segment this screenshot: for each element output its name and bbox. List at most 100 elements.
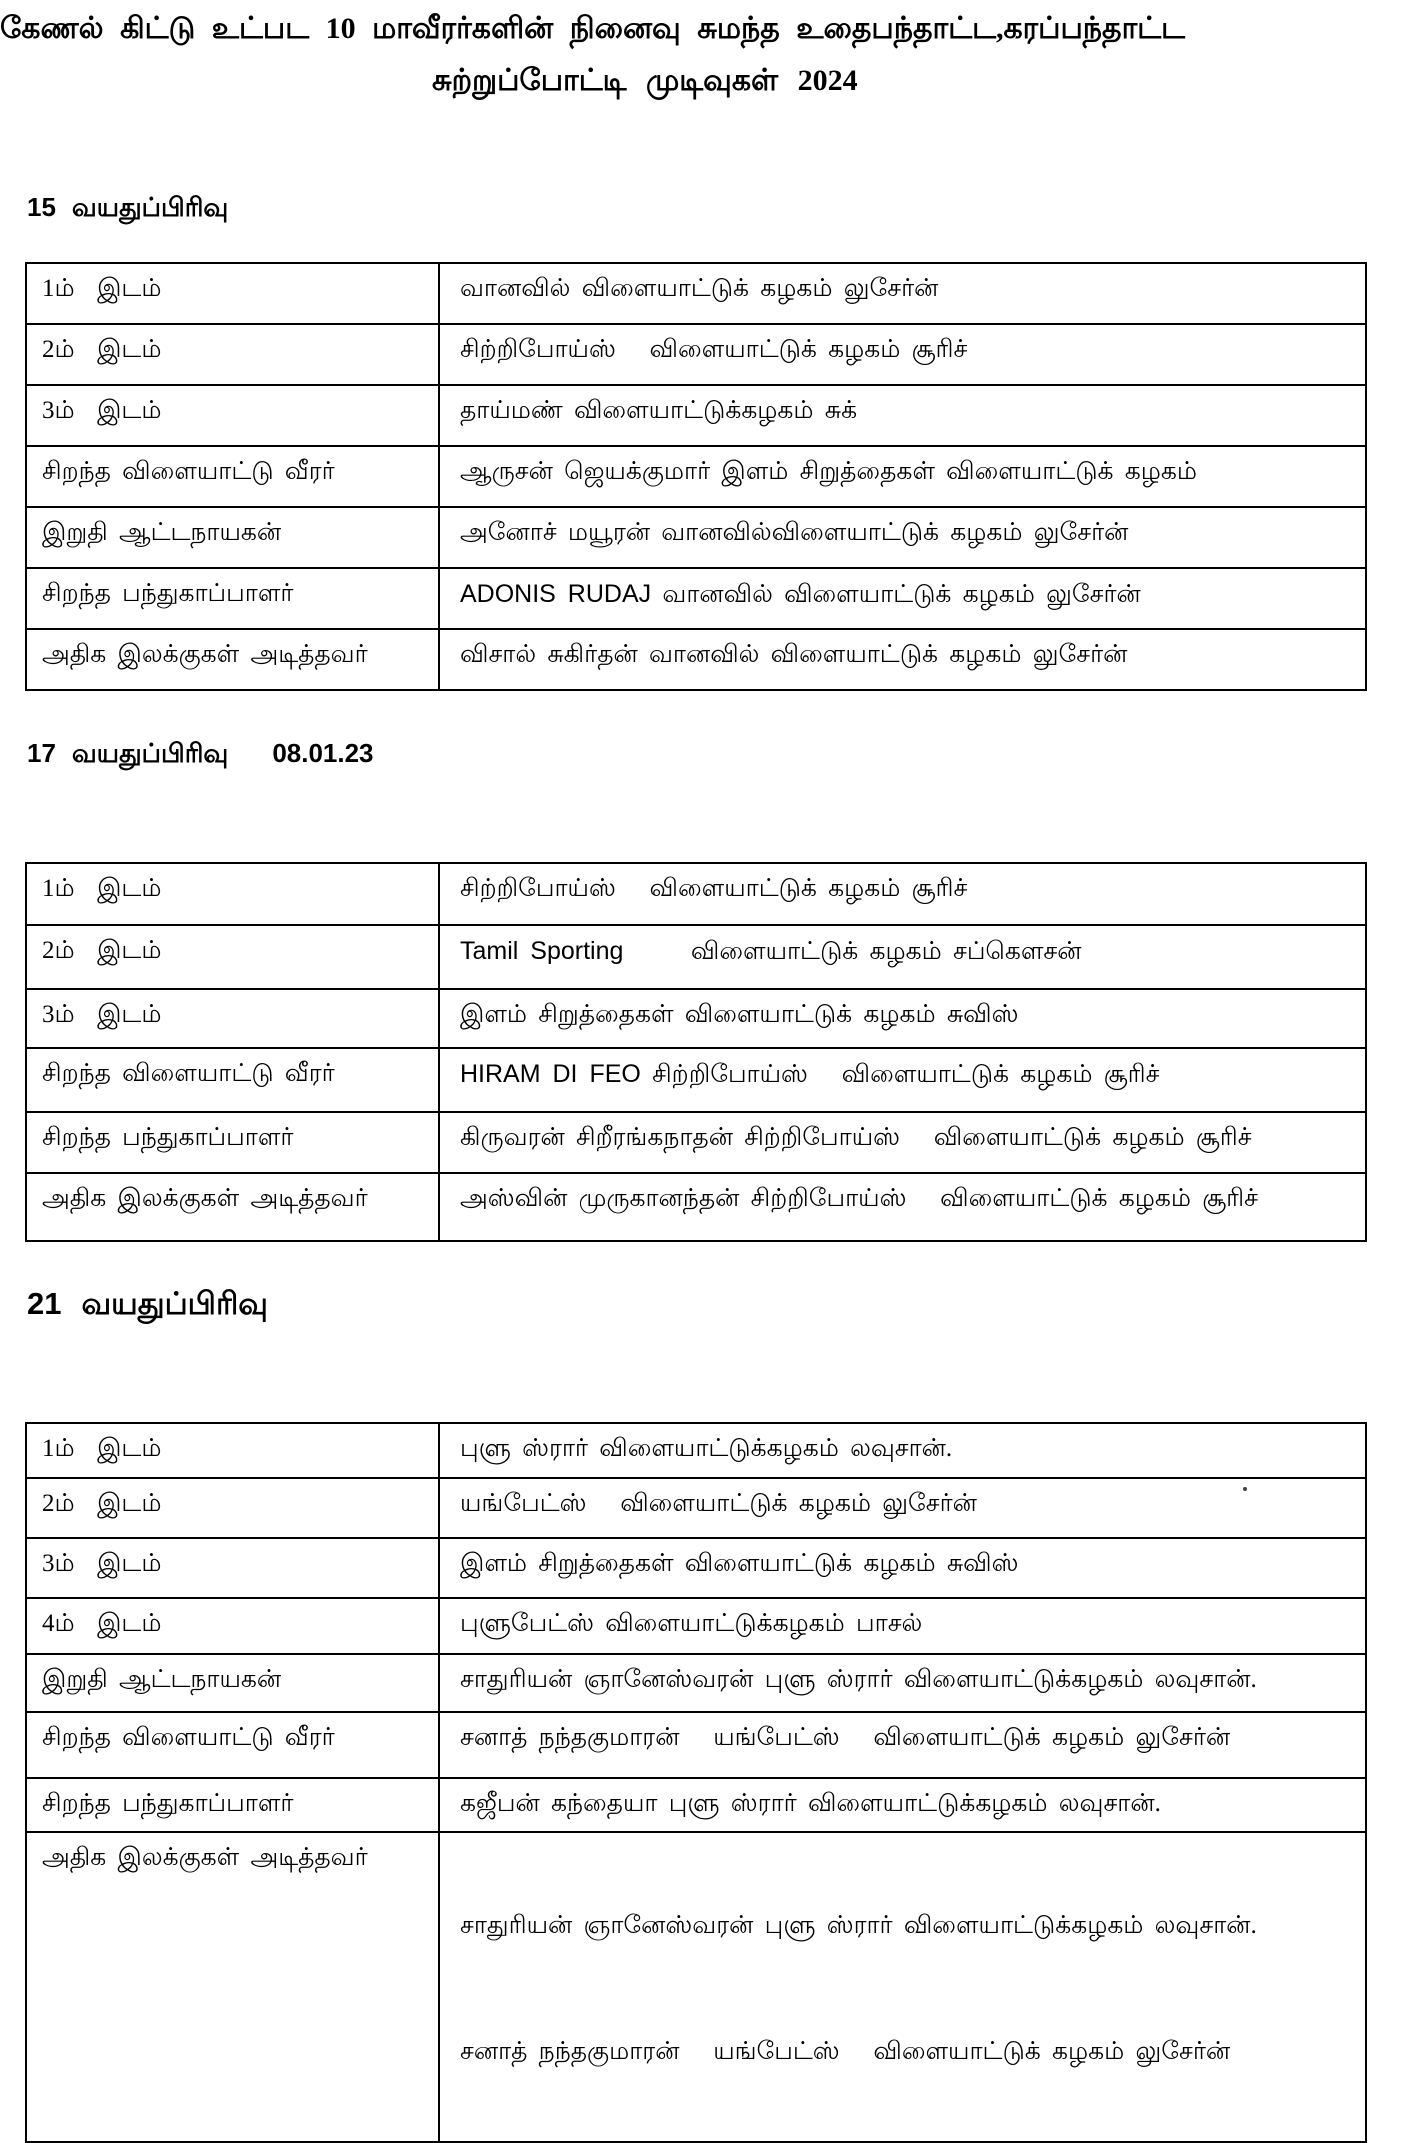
section-label: வயதுப்பிரிவு xyxy=(71,193,229,222)
row-label-cell: சிறந்த பந்துகாப்பாளர் xyxy=(25,567,440,630)
value-tamil: இளம் சிறுத்தைகள் விளையாட்டுக் கழகம் சுவி… xyxy=(460,1001,1019,1028)
row-value-cell: கஜீபன் கந்தையா புளு ஸ்ரார் விளையாட்டுக்க… xyxy=(438,1777,1367,1833)
row-value-cell: ஆருசன் ஜெயக்குமார் இளம் சிறுத்தைகள் விளை… xyxy=(438,445,1367,508)
table-row: 2ம் இடம் யங்பேட்ஸ் விளையாட்டுக் கழகம் லு… xyxy=(25,1477,1367,1539)
value-tamil: புளு ஸ்ரார் விளையாட்டுக்கழகம் லவுசான். xyxy=(460,1435,953,1462)
row-value-cell: இளம் சிறுத்தைகள் விளையாட்டுக் கழகம் சுவி… xyxy=(438,1537,1367,1599)
section-number: 15 xyxy=(27,192,56,222)
row-label-cell: 2ம் இடம் xyxy=(25,924,440,990)
table-row: சிறந்த பந்துகாப்பாளர் கிருவரன் சிறீரங்கந… xyxy=(25,1111,1367,1174)
table-row: 3ம் இடம் தாய்மண் விளையாட்டுக்கழகம் சுக் xyxy=(25,384,1367,447)
value-tamil-line2: சனாத் நந்தகுமாரன் யங்பேட்ஸ் விளையாட்டுக்… xyxy=(460,2038,1231,2065)
row-label-cell: அதிக இலக்குகள் அடித்தவர் xyxy=(25,1831,440,2143)
table-row: 3ம் இடம் இளம் சிறுத்தைகள் விளையாட்டுக் க… xyxy=(25,1537,1367,1599)
row-value-cell: சிற்றிபோய்ஸ் விளையாட்டுக் கழகம் சூரிச் xyxy=(438,862,1367,926)
document-title-line1: கேணல் கிட்டு உட்பட 10 மாவீரர்களின் நினைவ… xyxy=(0,12,1186,45)
value-latin: HIRAM DI FEO xyxy=(460,1060,641,1088)
table-row: 3ம் இடம் இளம் சிறுத்தைகள் விளையாட்டுக் க… xyxy=(25,988,1367,1049)
table-row: 2ம் இடம் Tamil Sporting விளையாட்டுக் கழக… xyxy=(25,924,1367,990)
value-latin: Tamil Sporting xyxy=(460,937,624,965)
row-label-cell: 1ம் இடம் xyxy=(25,262,440,325)
row-value-cell: கிருவரன் சிறீரங்கநாதன் சிற்றிபோய்ஸ் விளை… xyxy=(438,1111,1367,1174)
scan-speck xyxy=(1243,1487,1247,1491)
value-tamil: யங்பேட்ஸ் விளையாட்டுக் கழகம் லுசேர்ன் xyxy=(460,1490,977,1517)
table-row: சிறந்த விளையாட்டு வீரர் சனாத் நந்தகுமாரன… xyxy=(25,1711,1367,1779)
results-table-age-17: 1ம் இடம் சிற்றிபோய்ஸ் விளையாட்டுக் கழகம்… xyxy=(25,862,1367,1242)
value-tamil: ஆருசன் ஜெயக்குமார் இளம் சிறுத்தைகள் விளை… xyxy=(460,458,1197,485)
value-tamil: புளுபேட்ஸ் விளையாட்டுக்கழகம் பாசல் xyxy=(460,1610,923,1637)
table-row: சிறந்த விளையாட்டு வீரர் HIRAM DI FEO சிற… xyxy=(25,1047,1367,1113)
row-value-cell: யங்பேட்ஸ் விளையாட்டுக் கழகம் லுசேர்ன் xyxy=(438,1477,1367,1539)
row-label-cell: சிறந்த பந்துகாப்பாளர் xyxy=(25,1777,440,1833)
row-value-cell: அஸ்வின் முருகானந்தன் சிற்றிபோய்ஸ் விளையா… xyxy=(438,1172,1367,1242)
row-label-cell: அதிக இலக்குகள் அடித்தவர் xyxy=(25,628,440,691)
row-label-cell: சிறந்த விளையாட்டு வீரர் xyxy=(25,1047,440,1113)
document-title-line2: சுற்றுப்போட்டி முடிவுகள் 2024 xyxy=(432,64,858,97)
row-value-cell: சாதுரியன் ஞானேஸ்வரன் புளு ஸ்ரார் விளையாட… xyxy=(438,1653,1367,1713)
row-value-cell: சாதுரியன் ஞானேஸ்வரன் புளு ஸ்ரார் விளையாட… xyxy=(438,1831,1367,2143)
table-row: 1ம் இடம் சிற்றிபோய்ஸ் விளையாட்டுக் கழகம்… xyxy=(25,862,1367,926)
row-label-cell: இறுதி ஆட்டநாயகன் xyxy=(25,1653,440,1713)
value-tamil: சனாத் நந்தகுமாரன் யங்பேட்ஸ் விளையாட்டுக்… xyxy=(460,1724,1231,1751)
table-row: 4ம் இடம் புளுபேட்ஸ் விளையாட்டுக்கழகம் பா… xyxy=(25,1597,1367,1655)
value-tamil: விளையாட்டுக் கழகம் சப்கௌசன் xyxy=(623,938,1082,965)
section-label: வயதுப்பிரிவு xyxy=(81,1286,268,1321)
value-tamil: சிற்றிபோய்ஸ் விளையாட்டுக் கழகம் சூரிச் xyxy=(640,1061,1160,1088)
results-table-age-15: 1ம் இடம் வானவில் விளையாட்டுக் கழகம் லுசே… xyxy=(25,262,1367,691)
value-tamil: கிருவரன் சிறீரங்கநாதன் சிற்றிபோய்ஸ் விளை… xyxy=(460,1124,1252,1151)
row-label-cell: 3ம் இடம் xyxy=(25,1537,440,1599)
value-tamil: இளம் சிறுத்தைகள் விளையாட்டுக் கழகம் சுவி… xyxy=(460,1550,1019,1577)
row-label-cell: சிறந்த விளையாட்டு வீரர் xyxy=(25,1711,440,1779)
row-value-cell: ADONIS RUDAJ வானவில் விளையாட்டுக் கழகம் … xyxy=(438,567,1367,630)
table-row: 2ம் இடம் சிற்றிபோய்ஸ் விளையாட்டுக் கழகம்… xyxy=(25,323,1367,386)
row-label-cell: சிறந்த விளையாட்டு வீரர் xyxy=(25,445,440,508)
value-latin: ADONIS RUDAJ xyxy=(460,580,652,608)
row-label-cell: 1ம் இடம் xyxy=(25,1422,440,1479)
row-label-cell: 1ம் இடம் xyxy=(25,862,440,926)
section-number: 21 xyxy=(27,1286,62,1321)
table-row: சிறந்த விளையாட்டு வீரர் ஆருசன் ஜெயக்குமா… xyxy=(25,445,1367,508)
row-label-cell: அதிக இலக்குகள் அடித்தவர் xyxy=(25,1172,440,1242)
row-value-cell: தாய்மண் விளையாட்டுக்கழகம் சுக் xyxy=(438,384,1367,447)
section-header-age-17: 17 வயதுப்பிரிவு 08.01.23 xyxy=(27,738,374,772)
row-value-cell: விசால் சுகிர்தன் வானவில் விளையாட்டுக் கழ… xyxy=(438,628,1367,691)
table-row: 1ம் இடம் புளு ஸ்ரார் விளையாட்டுக்கழகம் ல… xyxy=(25,1422,1367,1479)
row-value-cell: Tamil Sporting விளையாட்டுக் கழகம் சப்கௌச… xyxy=(438,924,1367,990)
value-tamil: சாதுரியன் ஞானேஸ்வரன் புளு ஸ்ரார் விளையாட… xyxy=(460,1912,1257,1939)
results-table-age-21: 1ம் இடம் புளு ஸ்ரார் விளையாட்டுக்கழகம் ல… xyxy=(25,1422,1367,2143)
row-value-cell: அனோச் மயூரன் வானவில்விளையாட்டுக் கழகம் ல… xyxy=(438,506,1367,569)
row-label-cell: 2ம் இடம் xyxy=(25,1477,440,1539)
table-row: இறுதி ஆட்டநாயகன் அனோச் மயூரன் வானவில்விள… xyxy=(25,506,1367,569)
section-date: 08.01.23 xyxy=(272,738,374,768)
section-number: 17 xyxy=(27,738,56,768)
row-value-cell: புளுபேட்ஸ் விளையாட்டுக்கழகம் பாசல் xyxy=(438,1597,1367,1655)
table-row: சிறந்த பந்துகாப்பாளர் ADONIS RUDAJ வானவி… xyxy=(25,567,1367,630)
value-tamil: அனோச் மயூரன் வானவில்விளையாட்டுக் கழகம் ல… xyxy=(460,519,1129,546)
row-label-cell: 3ம் இடம் xyxy=(25,988,440,1049)
row-label-cell: 4ம் இடம் xyxy=(25,1597,440,1655)
value-tamil: சாதுரியன் ஞானேஸ்வரன் புளு ஸ்ரார் விளையாட… xyxy=(460,1666,1257,1693)
row-value-cell: வானவில் விளையாட்டுக் கழகம் லுசேர்ன் xyxy=(438,262,1367,325)
section-header-age-21: 21 வயதுப்பிரிவு xyxy=(27,1286,268,1326)
value-tamil: விசால் சுகிர்தன் வானவில் விளையாட்டுக் கழ… xyxy=(460,641,1128,668)
value-tamil: தாய்மண் விளையாட்டுக்கழகம் சுக் xyxy=(460,397,858,424)
scanned-document-page: { "title": { "line1": "கேணல் கிட்டு உட்ப… xyxy=(0,12,1367,2143)
row-value-cell: புளு ஸ்ரார் விளையாட்டுக்கழகம் லவுசான். xyxy=(438,1422,1367,1479)
row-value-cell: சிற்றிபோய்ஸ் விளையாட்டுக் கழகம் சூரிச் xyxy=(438,323,1367,386)
value-tamil: சிற்றிபோய்ஸ் விளையாட்டுக் கழகம் சூரிச் xyxy=(460,336,968,363)
table-row: அதிக இலக்குகள் அடித்தவர் அஸ்வின் முருகான… xyxy=(25,1172,1367,1242)
value-tamil: கஜீபன் கந்தையா புளு ஸ்ரார் விளையாட்டுக்க… xyxy=(460,1790,1161,1817)
section-header-age-15: 15 வயதுப்பிரிவு xyxy=(27,192,228,226)
value-tamil: வானவில் விளையாட்டுக் கழகம் லுசேர்ன் xyxy=(460,275,939,302)
value-tamil: வானவில் விளையாட்டுக் கழகம் லுசேர்ன் xyxy=(651,581,1141,608)
row-value-cell: சனாத் நந்தகுமாரன் யங்பேட்ஸ் விளையாட்டுக்… xyxy=(438,1711,1367,1779)
row-label-cell: 2ம் இடம் xyxy=(25,323,440,386)
table-row: அதிக இலக்குகள் அடித்தவர் சாதுரியன் ஞானேஸ… xyxy=(25,1831,1367,2143)
row-label-cell: 3ம் இடம் xyxy=(25,384,440,447)
row-value-cell: HIRAM DI FEO சிற்றிபோய்ஸ் விளையாட்டுக் க… xyxy=(438,1047,1367,1113)
table-row: இறுதி ஆட்டநாயகன் சாதுரியன் ஞானேஸ்வரன் பு… xyxy=(25,1653,1367,1713)
row-label-cell: சிறந்த பந்துகாப்பாளர் xyxy=(25,1111,440,1174)
table-row: அதிக இலக்குகள் அடித்தவர் விசால் சுகிர்தன… xyxy=(25,628,1367,691)
row-label-cell: இறுதி ஆட்டநாயகன் xyxy=(25,506,440,569)
value-tamil: அஸ்வின் முருகானந்தன் சிற்றிபோய்ஸ் விளையா… xyxy=(460,1185,1259,1212)
